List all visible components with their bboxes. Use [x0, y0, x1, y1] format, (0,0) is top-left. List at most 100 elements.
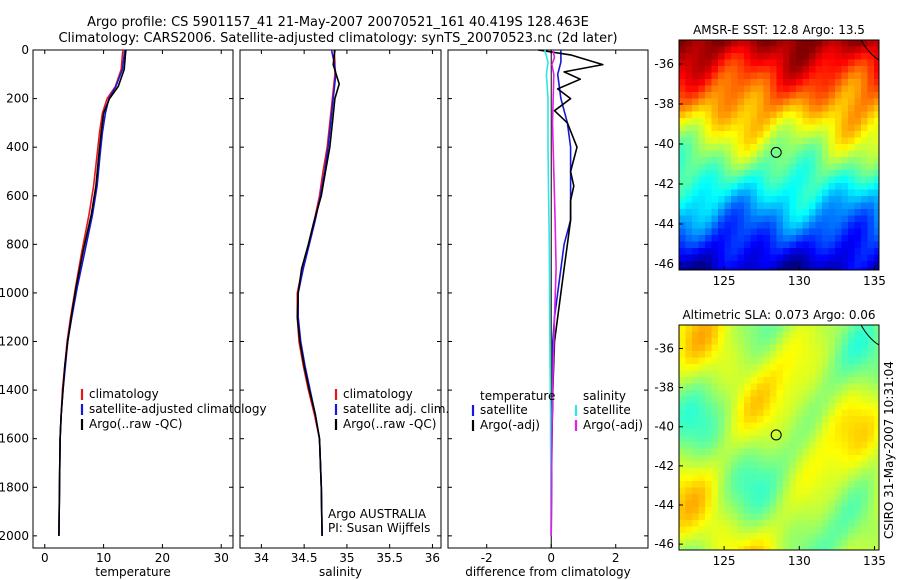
sst_map-cell [770, 92, 777, 99]
sla_map-cell [757, 435, 764, 442]
sst_map-cell [854, 222, 861, 229]
sst_map-cell [737, 92, 744, 99]
salinity-legend-entry: Argo(..raw -QC) [343, 417, 436, 431]
sla_map-cell [835, 325, 842, 332]
sst_map-cell [705, 261, 712, 268]
sst_map-cell [711, 150, 718, 157]
sst_map-cell [763, 215, 770, 222]
sla_map-cell [770, 481, 777, 488]
sst_map-cell [802, 235, 809, 242]
sst_map-cell [854, 254, 861, 261]
sla_map-cell [750, 338, 757, 345]
sla_map-cell [822, 357, 829, 364]
sst_map-cell [718, 137, 725, 144]
sla_map-cell [705, 416, 712, 423]
sla_map-cell [822, 481, 829, 488]
sst_map-cell [776, 111, 783, 118]
sst_map-cell [835, 79, 842, 86]
sst_map-cell [770, 267, 777, 270]
sla_map-cell [789, 377, 796, 384]
sst_map-cell [737, 261, 744, 268]
sla_map-cell [854, 520, 861, 527]
sst_map-cell [783, 241, 790, 248]
sst_map-cell [835, 209, 842, 216]
sla_map-cell [679, 520, 686, 527]
sla_map-cell [815, 513, 822, 520]
sst_map-cell [685, 85, 692, 92]
sst_map-cell [848, 202, 855, 209]
sst_map-cell [822, 267, 829, 270]
sla_map-cell [861, 546, 868, 550]
sla_map-cell [776, 455, 783, 462]
sst_map-cell [698, 183, 705, 190]
sla_map-cell [705, 481, 712, 488]
sla_map-cell [848, 403, 855, 410]
sst_map-cell [854, 157, 861, 164]
sla_map-cell [718, 429, 725, 436]
sst_map-cell [809, 228, 816, 235]
sla_map-cell [848, 507, 855, 514]
sst_map-cell [809, 111, 816, 118]
sla_map-cell [848, 357, 855, 364]
sst_map-cell [835, 157, 842, 164]
depth-tick-label: 2000 [0, 529, 29, 543]
sst_map-cell [776, 66, 783, 73]
sla_map-cell [711, 442, 718, 449]
sla_map-cell [711, 422, 718, 429]
sst_map-cell [737, 46, 744, 53]
sst_map-cell [854, 228, 861, 235]
sla_map-cell [757, 409, 764, 416]
sst_map-cell [724, 209, 731, 216]
sla_map-cell [848, 487, 855, 494]
sst_map-cell [848, 59, 855, 66]
sst_map-cell [841, 254, 848, 261]
sst_map-cell [711, 241, 718, 248]
sst_map-cell [822, 137, 829, 144]
sla_map-cell [841, 494, 848, 501]
sst_map-cell [763, 241, 770, 248]
sla_map-cell [770, 526, 777, 533]
sst_map-cell [692, 150, 699, 157]
sst_map-cell [679, 144, 686, 151]
sst_map-cell [822, 111, 829, 118]
sst_map-cell [835, 267, 842, 270]
sst_map-cell [789, 202, 796, 209]
sla_map-cell [718, 403, 725, 410]
sla_map-cell [828, 546, 835, 550]
sst_map-cell [770, 157, 777, 164]
sla_map-cell [828, 487, 835, 494]
sla_map-cell [854, 338, 861, 345]
sla_map-cell [705, 513, 712, 520]
sst_map-cell [711, 157, 718, 164]
sst_map-cell [744, 209, 751, 216]
sst_map-cell [848, 131, 855, 138]
sst_map-cell [841, 118, 848, 125]
sla_map-cell [737, 526, 744, 533]
sla_map-cell [750, 331, 757, 338]
sla_map-cell [724, 468, 731, 475]
sst_map-cell [802, 111, 809, 118]
sla_map-cell [835, 494, 842, 501]
sst_map-cell [835, 228, 842, 235]
sla_map-cell [763, 494, 770, 501]
sst_map-cell [867, 176, 874, 183]
sst_map-cell [848, 261, 855, 268]
sla_map-cell [757, 487, 764, 494]
sla_map-cell [854, 383, 861, 390]
sla_map-cell [685, 344, 692, 351]
sst_map-cell [718, 228, 725, 235]
sst_map-cell [835, 189, 842, 196]
sst_map-cell [705, 209, 712, 216]
sst_map-cell [705, 170, 712, 177]
sst_map-cell [828, 254, 835, 261]
sst_map-cell [796, 215, 803, 222]
sla_map-cell [809, 481, 816, 488]
sst_map-cell [854, 163, 861, 170]
sla_map-cell [750, 416, 757, 423]
sst_map-cell [802, 46, 809, 53]
sst_map-cell [854, 150, 861, 157]
sla_map-cell [724, 429, 731, 436]
sst_map-cell [815, 105, 822, 112]
sst_map-cell [757, 144, 764, 151]
sla_map-cell [679, 487, 686, 494]
